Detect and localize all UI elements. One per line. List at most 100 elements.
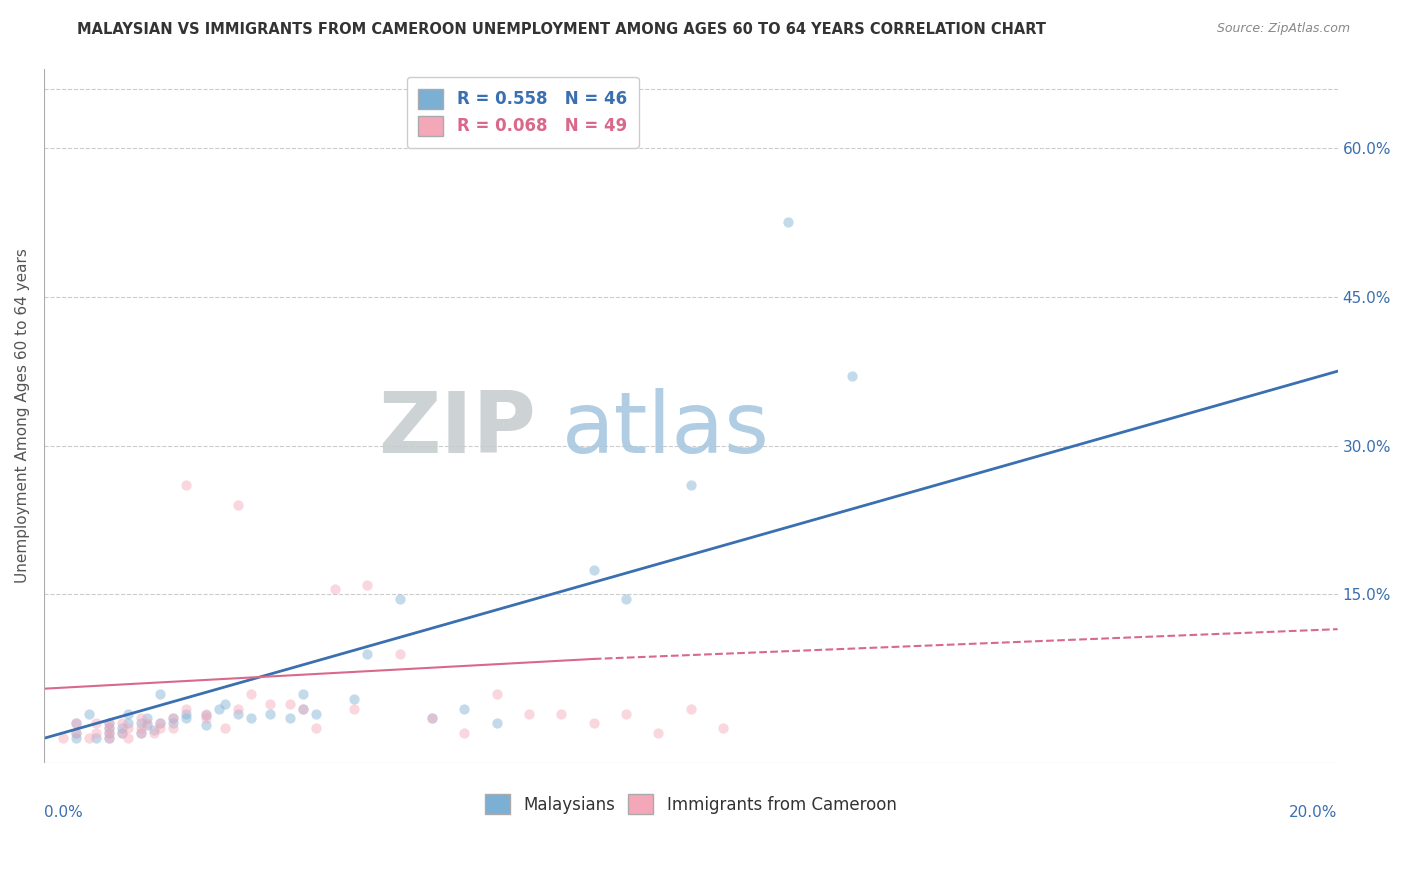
Point <box>65 716 87 731</box>
Point <box>388 647 411 661</box>
Point <box>226 706 249 721</box>
Point <box>214 722 236 736</box>
Point <box>194 708 217 723</box>
Point <box>142 726 165 740</box>
Point <box>174 711 197 725</box>
Y-axis label: Unemployment Among Ages 60 to 64 years: Unemployment Among Ages 60 to 64 years <box>15 248 30 583</box>
Legend: Malaysians, Immigrants from Cameroon: Malaysians, Immigrants from Cameroon <box>475 784 907 824</box>
Point <box>149 716 172 731</box>
Point <box>356 647 378 661</box>
Point <box>582 563 605 577</box>
Point <box>207 701 229 715</box>
Point <box>52 731 75 746</box>
Point <box>194 718 217 732</box>
Point <box>304 722 326 736</box>
Point <box>97 731 120 746</box>
Point <box>129 711 152 725</box>
Point <box>776 215 799 229</box>
Point <box>711 722 734 736</box>
Point <box>453 726 475 740</box>
Point <box>110 716 132 731</box>
Point <box>65 731 87 746</box>
Point <box>84 731 107 746</box>
Point <box>174 706 197 721</box>
Point <box>214 697 236 711</box>
Point <box>162 711 184 725</box>
Point <box>841 369 863 384</box>
Text: 20.0%: 20.0% <box>1289 805 1337 820</box>
Text: MALAYSIAN VS IMMIGRANTS FROM CAMEROON UNEMPLOYMENT AMONG AGES 60 TO 64 YEARS COR: MALAYSIAN VS IMMIGRANTS FROM CAMEROON UN… <box>77 22 1046 37</box>
Point <box>259 706 281 721</box>
Point <box>291 701 314 715</box>
Point <box>110 726 132 740</box>
Point <box>647 726 669 740</box>
Point <box>614 706 637 721</box>
Point <box>149 687 172 701</box>
Point <box>194 706 217 721</box>
Point <box>117 716 139 731</box>
Point <box>136 711 159 725</box>
Point <box>97 716 120 731</box>
Point <box>194 711 217 725</box>
Point <box>129 716 152 731</box>
Point <box>343 701 366 715</box>
Point <box>129 726 152 740</box>
Point <box>174 701 197 715</box>
Point <box>420 711 443 725</box>
Point <box>65 726 87 740</box>
Point <box>291 687 314 701</box>
Point <box>117 722 139 736</box>
Point <box>226 701 249 715</box>
Point <box>679 701 702 715</box>
Point <box>304 706 326 721</box>
Point <box>149 722 172 736</box>
Point <box>614 592 637 607</box>
Point <box>679 478 702 492</box>
Point <box>239 687 262 701</box>
Point <box>136 718 159 732</box>
Point <box>356 577 378 591</box>
Point <box>485 716 508 731</box>
Point <box>97 731 120 746</box>
Point <box>582 716 605 731</box>
Point <box>77 706 100 721</box>
Point <box>485 687 508 701</box>
Point <box>84 726 107 740</box>
Point <box>162 716 184 731</box>
Point <box>97 722 120 736</box>
Text: Source: ZipAtlas.com: Source: ZipAtlas.com <box>1216 22 1350 36</box>
Point <box>117 731 139 746</box>
Point <box>129 722 152 736</box>
Point <box>142 723 165 738</box>
Point <box>323 582 346 597</box>
Point <box>174 478 197 492</box>
Text: atlas: atlas <box>561 388 769 471</box>
Point <box>550 706 572 721</box>
Point <box>65 726 87 740</box>
Point <box>117 706 139 721</box>
Point <box>110 726 132 740</box>
Point <box>84 716 107 731</box>
Point <box>278 697 301 711</box>
Point <box>239 711 262 725</box>
Point <box>97 722 120 736</box>
Point <box>65 716 87 731</box>
Point <box>136 716 159 731</box>
Point <box>453 701 475 715</box>
Point <box>278 711 301 725</box>
Point <box>162 722 184 736</box>
Point <box>420 711 443 725</box>
Point <box>388 592 411 607</box>
Text: 0.0%: 0.0% <box>44 805 83 820</box>
Point <box>97 726 120 740</box>
Point <box>97 726 120 740</box>
Point <box>259 697 281 711</box>
Point <box>77 731 100 746</box>
Point <box>129 726 152 740</box>
Point <box>291 701 314 715</box>
Point <box>343 691 366 706</box>
Point <box>149 716 172 731</box>
Point <box>110 722 132 736</box>
Point <box>226 498 249 512</box>
Point <box>97 716 120 731</box>
